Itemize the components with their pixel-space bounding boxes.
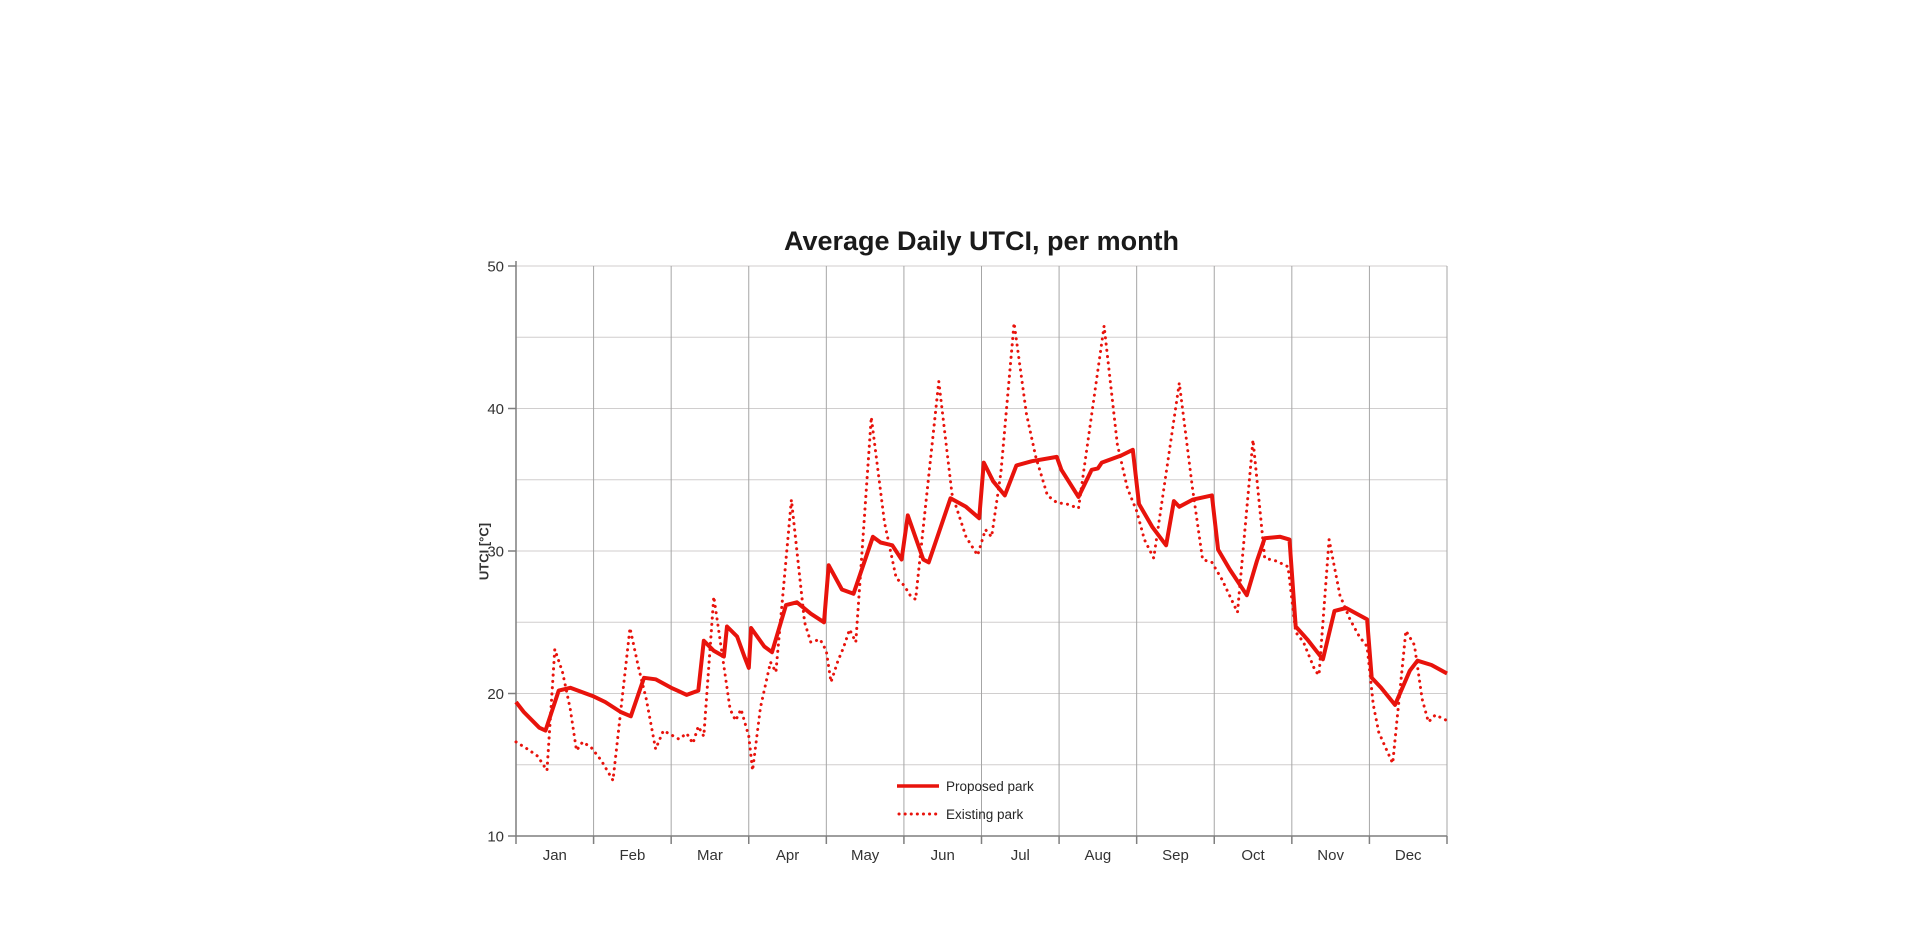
svg-text:Jan: Jan xyxy=(543,847,567,864)
legend-label: Existing park xyxy=(946,806,1024,822)
svg-text:Mar: Mar xyxy=(697,847,723,864)
svg-text:50: 50 xyxy=(487,258,504,275)
legend-label: Proposed park xyxy=(946,778,1034,794)
svg-text:Dec: Dec xyxy=(1395,847,1422,864)
svg-text:Nov: Nov xyxy=(1317,847,1344,864)
legend-item-existing-park: Existing park xyxy=(897,800,1034,828)
svg-text:Oct: Oct xyxy=(1241,847,1265,864)
dotted-line-swatch-icon xyxy=(897,812,939,816)
svg-text:20: 20 xyxy=(487,686,504,703)
svg-text:Sep: Sep xyxy=(1162,847,1189,864)
legend-item-proposed-park: Proposed park xyxy=(897,772,1034,800)
svg-text:Jul: Jul xyxy=(1011,847,1030,864)
legend: Proposed park Existing park xyxy=(897,772,1034,828)
svg-text:Jun: Jun xyxy=(931,847,955,864)
svg-text:Feb: Feb xyxy=(619,847,645,864)
svg-text:May: May xyxy=(851,847,880,864)
svg-text:40: 40 xyxy=(487,401,504,418)
svg-text:10: 10 xyxy=(487,828,504,845)
chart-title: Average Daily UTCI, per month xyxy=(783,226,1180,256)
solid-line-swatch-icon xyxy=(897,784,939,788)
svg-text:30: 30 xyxy=(487,543,504,560)
svg-text:Apr: Apr xyxy=(776,847,799,864)
svg-text:Aug: Aug xyxy=(1085,847,1112,864)
